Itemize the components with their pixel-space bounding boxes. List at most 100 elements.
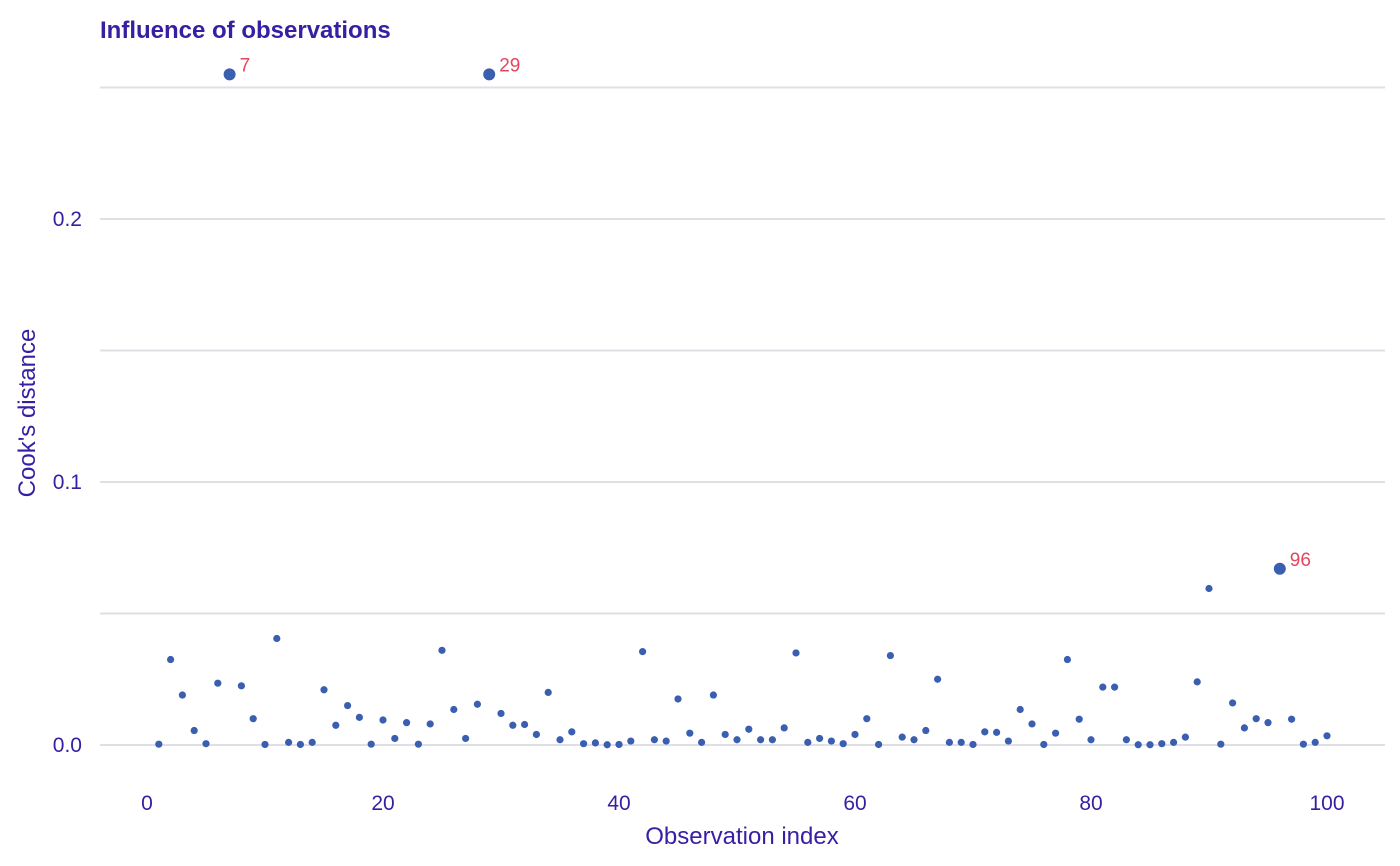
data-point-96 xyxy=(1273,562,1286,575)
data-point-69 xyxy=(957,738,965,746)
data-point-88 xyxy=(1181,733,1189,741)
data-point-55 xyxy=(792,649,800,657)
data-point-85 xyxy=(1146,741,1154,749)
gridlines xyxy=(100,86,1385,746)
x-axis-title: Observation index xyxy=(645,823,838,850)
data-point-65 xyxy=(910,736,918,744)
data-point-33 xyxy=(532,730,541,739)
data-point-98 xyxy=(1299,740,1307,748)
data-point-61 xyxy=(863,715,871,723)
point-label-7: 7 xyxy=(240,55,251,76)
data-point-63 xyxy=(886,651,895,660)
data-point-23 xyxy=(414,740,422,748)
data-point-12 xyxy=(285,738,293,746)
point-label-96: 96 xyxy=(1290,550,1311,571)
data-point-35 xyxy=(556,736,564,744)
data-point-9 xyxy=(249,715,257,723)
data-point-71 xyxy=(981,728,989,736)
data-point-27 xyxy=(462,734,470,743)
x-tick-label-5: 100 xyxy=(1309,792,1344,815)
data-point-66 xyxy=(922,726,930,735)
data-point-78 xyxy=(1063,655,1071,664)
x-tick-label-3: 60 xyxy=(843,792,866,815)
data-point-58 xyxy=(827,737,836,745)
data-point-24 xyxy=(426,720,434,728)
data-point-29 xyxy=(483,68,496,81)
y-axis-ticks: 0.0 0.1 0.2 xyxy=(53,208,82,757)
x-tick-label-2: 40 xyxy=(607,792,630,815)
data-point-47 xyxy=(698,738,706,746)
data-point-14 xyxy=(308,738,316,746)
data-point-38 xyxy=(591,739,600,747)
data-point-94 xyxy=(1252,715,1260,723)
data-point-67 xyxy=(934,675,942,683)
data-point-77 xyxy=(1052,729,1060,737)
data-point-64 xyxy=(898,733,906,741)
data-point-43 xyxy=(650,736,659,744)
data-point-21 xyxy=(391,734,399,743)
data-point-49 xyxy=(721,730,729,739)
data-point-8 xyxy=(237,682,245,690)
chart-title: Influence of observations xyxy=(100,17,391,44)
data-point-73 xyxy=(1004,737,1013,745)
data-point-91 xyxy=(1217,740,1225,748)
data-point-82 xyxy=(1111,683,1119,691)
data-point-83 xyxy=(1122,736,1130,744)
data-point-32 xyxy=(521,720,529,729)
data-point-30 xyxy=(497,709,505,718)
data-point-45 xyxy=(674,695,682,703)
data-point-44 xyxy=(662,737,670,745)
y-tick-label-0: 0.0 xyxy=(53,734,82,757)
data-point-75 xyxy=(1028,720,1036,728)
data-point-20 xyxy=(379,716,387,724)
data-point-26 xyxy=(450,705,458,714)
data-point-95 xyxy=(1264,719,1272,727)
point-labels: 7 29 96 xyxy=(240,55,1311,570)
data-point-54 xyxy=(780,724,788,732)
data-point-72 xyxy=(993,728,1001,736)
data-point-97 xyxy=(1288,715,1296,723)
data-point-28 xyxy=(473,700,481,708)
data-point-46 xyxy=(686,729,694,737)
x-tick-label-1: 20 xyxy=(371,792,394,815)
data-point-74 xyxy=(1016,705,1024,714)
data-point-6 xyxy=(214,679,222,687)
data-point-86 xyxy=(1158,740,1166,748)
data-point-90 xyxy=(1205,584,1213,593)
data-point-57 xyxy=(816,734,824,743)
data-point-87 xyxy=(1170,738,1178,746)
data-point-84 xyxy=(1134,741,1142,749)
data-point-31 xyxy=(509,721,517,729)
data-point-10 xyxy=(261,740,269,749)
data-point-92 xyxy=(1229,699,1237,707)
data-point-13 xyxy=(296,740,304,749)
data-point-22 xyxy=(403,719,411,727)
data-points xyxy=(155,68,1331,749)
data-point-36 xyxy=(568,728,576,736)
data-point-68 xyxy=(945,738,954,746)
data-point-42 xyxy=(639,648,647,656)
data-point-89 xyxy=(1193,678,1201,686)
x-axis-ticks: 0 20 40 60 80 100 xyxy=(141,792,1344,815)
data-point-39 xyxy=(603,741,611,749)
y-tick-label-1: 0.1 xyxy=(53,471,82,494)
data-point-79 xyxy=(1075,715,1083,723)
data-point-99 xyxy=(1311,738,1319,746)
data-point-7 xyxy=(223,68,236,81)
data-point-34 xyxy=(544,688,552,697)
data-point-15 xyxy=(320,686,328,694)
data-point-81 xyxy=(1099,683,1107,691)
data-point-76 xyxy=(1040,740,1048,749)
data-point-40 xyxy=(615,740,623,749)
y-axis-title: Cook's distance xyxy=(14,329,41,498)
data-point-53 xyxy=(768,736,777,744)
x-tick-label-0: 0 xyxy=(141,792,153,815)
data-point-59 xyxy=(839,740,847,748)
data-point-1 xyxy=(155,740,163,748)
data-point-93 xyxy=(1240,724,1248,732)
data-point-19 xyxy=(367,740,375,748)
data-point-17 xyxy=(344,701,352,710)
data-point-48 xyxy=(709,691,718,699)
data-point-41 xyxy=(627,737,635,745)
